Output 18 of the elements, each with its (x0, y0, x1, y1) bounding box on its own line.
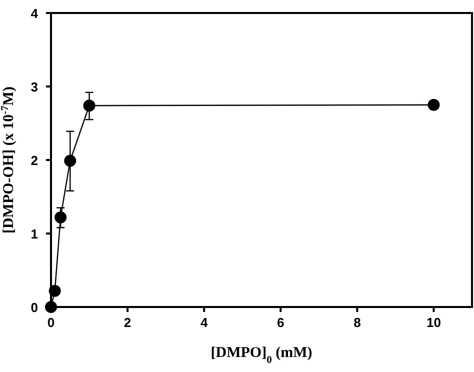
y-tick-label: 2 (30, 153, 38, 168)
x-tick-label: 2 (124, 315, 132, 330)
x-tick-label: 6 (277, 315, 284, 330)
y-tick-label: 0 (30, 300, 38, 315)
x-tick-label: 8 (354, 315, 361, 330)
point (45, 301, 57, 313)
y-tick-label: 4 (30, 6, 39, 21)
x-axis-title: [DMPO]$_{0}$ (mM) (210, 345, 312, 366)
y-tick-label: 3 (30, 80, 38, 94)
point (54, 211, 67, 224)
point (83, 100, 96, 112)
x-tick-label: 10 (426, 315, 441, 330)
point (48, 284, 61, 297)
point (64, 154, 76, 167)
point (428, 98, 440, 111)
y-tick-label: 1 (30, 226, 38, 242)
x-tick-label: 0 (47, 315, 55, 330)
x-tick-label: 4 (200, 315, 208, 330)
